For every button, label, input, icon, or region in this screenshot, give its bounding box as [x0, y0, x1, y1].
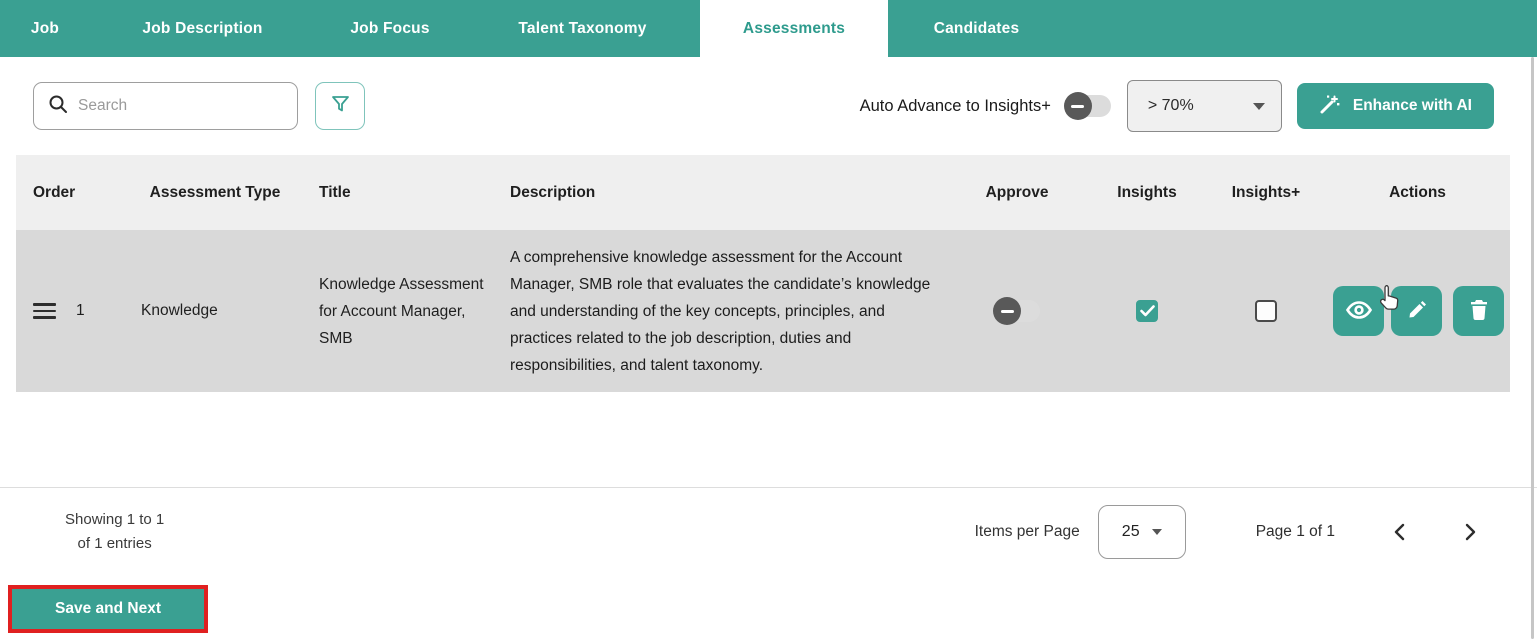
toolbar: Auto Advance to Insights+ > 70% Enhance …: [0, 57, 1537, 155]
insights-plus-cell: [1207, 230, 1325, 392]
search-box[interactable]: [33, 82, 298, 130]
filter-button[interactable]: [315, 82, 365, 130]
threshold-value: > 70%: [1147, 97, 1194, 114]
pencil-icon: [1406, 299, 1428, 324]
enhance-with-ai-button[interactable]: Enhance with AI: [1296, 83, 1494, 129]
actions-cell: [1325, 230, 1512, 392]
next-page-button[interactable]: [1464, 523, 1477, 541]
tab-job-focus[interactable]: Job Focus: [350, 19, 430, 37]
header-assessment-type: Assessment Type: [149, 183, 281, 201]
enhance-with-ai-label: Enhance with AI: [1352, 97, 1472, 114]
showing-entries: Showing 1 to 1 of 1 entries: [65, 510, 165, 552]
trash-icon: [1468, 298, 1490, 325]
insights-checkbox[interactable]: [1136, 300, 1158, 322]
items-per-page-select[interactable]: 25: [1097, 504, 1186, 559]
view-button[interactable]: [1333, 286, 1384, 336]
table-header-row: Order Assessment Type Title Description …: [16, 155, 1510, 230]
tab-talent-taxonomy[interactable]: Talent Taxonomy: [518, 19, 647, 37]
header-insights-plus: Insights+: [1231, 183, 1301, 201]
save-and-next-button[interactable]: Save and Next: [12, 589, 204, 629]
insights-cell: [1087, 230, 1207, 392]
pagination-footer: Showing 1 to 1 of 1 entries Items per Pa…: [0, 487, 1537, 575]
edit-button[interactable]: [1391, 286, 1442, 336]
tab-bar: Job Job Description Job Focus Talent Tax…: [0, 0, 1537, 57]
assessments-table: Order Assessment Type Title Description …: [16, 155, 1510, 392]
insights-plus-checkbox[interactable]: [1255, 300, 1277, 322]
chevron-right-icon: [1465, 523, 1476, 540]
content-spacer: [0, 392, 1537, 487]
vertical-scrollbar[interactable]: [1531, 57, 1534, 639]
header-actions: Actions: [1389, 183, 1446, 201]
title-cell: Knowledge Assessment for Account Manager…: [319, 275, 484, 347]
page-status: Page 1 of 1: [1255, 522, 1335, 540]
header-order: Order: [33, 183, 76, 201]
eye-icon: [1345, 299, 1373, 324]
approve-cell: [947, 230, 1087, 392]
tabbar-filler: [1065, 0, 1537, 57]
toggle-knob-minus-icon: [1063, 92, 1092, 120]
description-cell: A comprehensive knowledge assessment for…: [510, 248, 931, 374]
funnel-icon: [331, 95, 350, 117]
items-per-page-label: Items per Page: [974, 522, 1080, 540]
search-icon: [48, 94, 68, 119]
chevron-down-icon: [1151, 528, 1162, 535]
tab-candidates[interactable]: Candidates: [933, 19, 1020, 37]
table-row: 1 Knowledge Knowledge Assessment for Acc…: [16, 230, 1510, 392]
search-input[interactable]: [78, 97, 283, 115]
save-button-highlight: Save and Next: [8, 585, 208, 633]
chevron-down-icon: [1252, 102, 1265, 110]
check-icon: [1139, 305, 1155, 317]
auto-advance-toggle[interactable]: [1063, 92, 1111, 120]
tab-job[interactable]: Job: [30, 19, 60, 37]
toggle-knob-minus-icon: [993, 297, 1021, 325]
magic-wand-icon: [1319, 93, 1341, 120]
items-per-page-value: 25: [1121, 522, 1140, 540]
delete-button[interactable]: [1453, 286, 1504, 336]
approve-toggle[interactable]: [993, 297, 1040, 325]
previous-page-button[interactable]: [1393, 523, 1406, 541]
tab-job-description[interactable]: Job Description: [142, 19, 263, 37]
assessment-type-cell: Knowledge: [141, 302, 218, 319]
drag-handle-icon[interactable]: [33, 303, 56, 319]
header-description: Description: [510, 183, 596, 201]
auto-advance-label: Auto Advance to Insights+: [859, 96, 1051, 115]
header-insights: Insights: [1117, 183, 1177, 201]
header-approve: Approve: [985, 183, 1049, 201]
header-title: Title: [319, 183, 351, 201]
order-value: 1: [76, 302, 85, 319]
tab-assessments[interactable]: Assessments: [700, 0, 888, 57]
auto-advance-group: Auto Advance to Insights+: [859, 92, 1111, 120]
threshold-dropdown[interactable]: > 70%: [1126, 80, 1282, 132]
chevron-left-icon: [1394, 523, 1405, 540]
order-cell: 1: [16, 230, 131, 392]
